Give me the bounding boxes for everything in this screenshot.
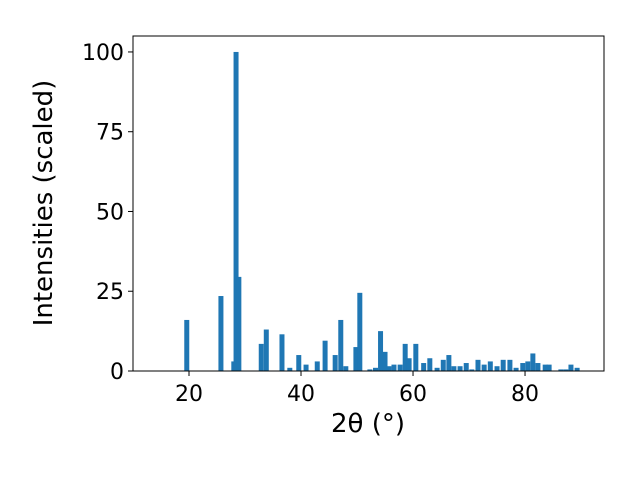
y-axis-label: Intensities (scaled) xyxy=(29,80,59,327)
bar xyxy=(353,347,359,371)
bar xyxy=(434,367,440,371)
x-tick-label: 20 xyxy=(175,382,203,407)
bar xyxy=(494,366,500,371)
bar xyxy=(263,329,269,371)
y-tick-label: 75 xyxy=(96,121,124,146)
bar xyxy=(475,359,481,371)
bar xyxy=(520,363,526,371)
bar xyxy=(563,369,569,371)
bar xyxy=(373,367,379,371)
bar xyxy=(296,355,302,371)
bar xyxy=(451,366,457,371)
bar xyxy=(287,367,293,371)
bar xyxy=(397,364,403,371)
x-tick-label: 40 xyxy=(287,382,315,407)
y-tick-label: 0 xyxy=(110,360,124,385)
bar xyxy=(546,364,552,371)
bar xyxy=(535,363,541,371)
x-axis-label: 2θ (°) xyxy=(331,409,405,439)
bar xyxy=(343,366,349,371)
bar xyxy=(457,366,463,371)
bar xyxy=(421,363,427,371)
bar xyxy=(402,343,408,371)
bar xyxy=(314,361,320,371)
y-tick-label: 50 xyxy=(96,200,124,225)
bar xyxy=(184,319,190,371)
bar xyxy=(440,359,446,371)
x-tick-label: 80 xyxy=(511,382,539,407)
bar xyxy=(367,369,373,371)
bar xyxy=(542,364,548,371)
bar xyxy=(446,355,452,371)
y-tick-label: 25 xyxy=(96,280,124,305)
bar xyxy=(233,51,239,371)
bar xyxy=(513,367,519,371)
bar xyxy=(507,359,513,371)
bar xyxy=(481,364,487,371)
bar xyxy=(236,276,242,371)
bar xyxy=(469,369,475,371)
bar xyxy=(558,369,564,371)
bar xyxy=(218,296,224,371)
bar xyxy=(332,355,338,371)
bar xyxy=(322,340,328,371)
bar xyxy=(357,292,363,371)
bar xyxy=(463,363,469,371)
bar xyxy=(574,367,580,371)
bar xyxy=(338,319,344,371)
bar xyxy=(382,351,388,371)
x-tick-label: 60 xyxy=(399,382,427,407)
bar xyxy=(427,358,433,371)
bar xyxy=(530,353,536,371)
bar xyxy=(500,359,506,371)
bar xyxy=(406,358,412,371)
bar xyxy=(391,364,397,371)
plot-frame xyxy=(132,35,605,372)
bar xyxy=(303,364,309,371)
bar xyxy=(386,366,392,371)
y-tick-label: 100 xyxy=(82,41,124,66)
bar xyxy=(378,331,384,371)
bar xyxy=(279,334,285,371)
bar xyxy=(258,343,264,371)
bar xyxy=(568,364,574,371)
bar xyxy=(525,361,531,371)
bar xyxy=(487,361,493,371)
bar xyxy=(413,343,419,371)
